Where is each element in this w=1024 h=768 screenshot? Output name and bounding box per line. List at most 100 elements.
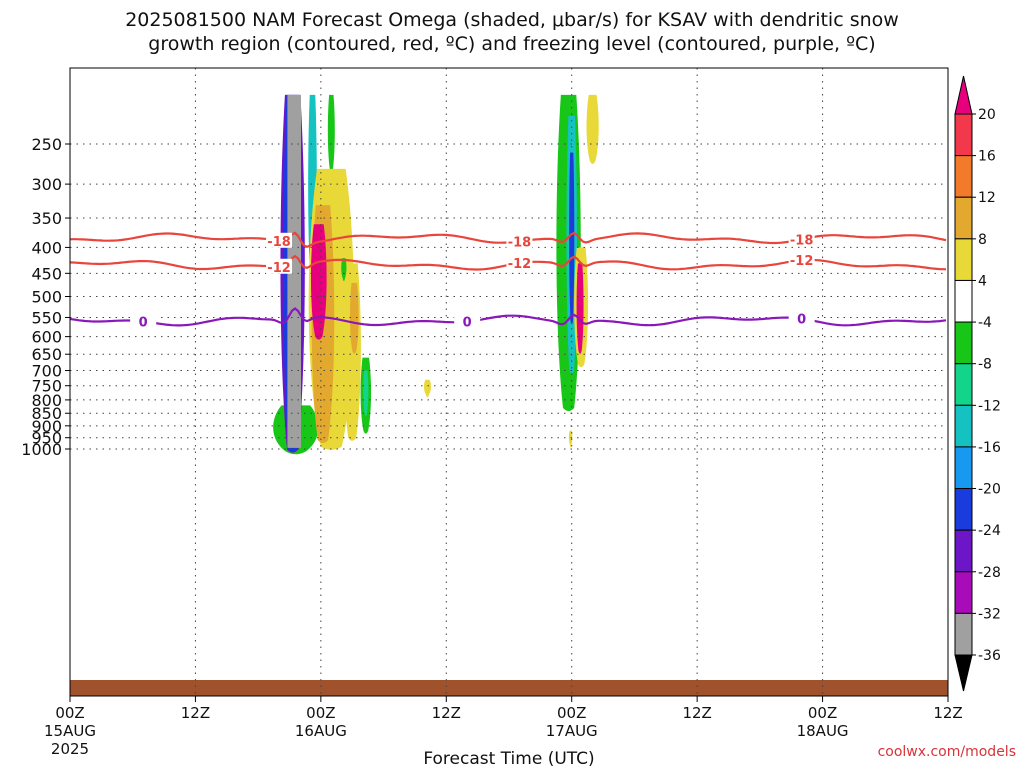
y-tick-label-600: 600	[31, 328, 62, 347]
y-tick-label-800: 800	[31, 391, 62, 410]
y-tick-label-400: 400	[31, 238, 62, 257]
contour-label--12-2: -12	[790, 254, 814, 269]
omega-cell-yellow-tiny	[568, 430, 573, 448]
contour-label-bg--18-1	[506, 233, 533, 249]
y-tick-label-700: 700	[31, 362, 62, 381]
terrain-bar	[70, 680, 948, 696]
colorbar-segment-11	[954, 529, 973, 573]
colorbar-label-6: -8	[978, 357, 992, 373]
plot-frame	[69, 67, 949, 697]
colorbar-segment-8	[954, 404, 973, 448]
colorbar-top-triangle	[954, 75, 973, 115]
x-tick-label-3: 12Z	[432, 704, 461, 722]
colorbar-label-3: 8	[978, 232, 987, 248]
contour-label-0-2: 0	[797, 313, 806, 328]
x-axis-title: Forecast Time (UTC)	[423, 749, 594, 768]
x-tick-date-2: 16AUG	[295, 722, 347, 740]
contour-label--18-0: -18	[267, 235, 291, 250]
contour-label-0-0: 0	[139, 315, 148, 330]
x-tick-date-0: 15AUG	[44, 722, 96, 740]
y-tick-label-650: 650	[31, 345, 62, 364]
contour-label-bg--18-2	[788, 231, 815, 247]
colorbar-segment-9	[954, 446, 973, 490]
contour-label--12-1: -12	[508, 257, 532, 272]
x-tick-label-6: 00Z	[808, 704, 837, 722]
contour-label--18-1: -18	[508, 235, 532, 250]
colorbar-label-1: 16	[978, 149, 996, 165]
omega-shading	[273, 94, 599, 455]
omega-cell-magenta-downward	[310, 224, 327, 340]
x-tick-label-0: 00Z	[55, 704, 84, 722]
contour-label-bg-0-2	[788, 310, 815, 326]
colorbar-label-2: 12	[978, 190, 996, 206]
colorbar-label-0: 20	[978, 107, 996, 123]
chart-title: 2025081500 NAM Forecast Omega (shaded, μ…	[0, 8, 1024, 56]
contour-label--18-2: -18	[790, 233, 814, 248]
colorbar-bottom-triangle	[954, 654, 973, 692]
contour-label-0-1: 0	[463, 316, 472, 331]
contour-label-bg--18-0	[266, 232, 293, 248]
colorbar-label-9: -20	[978, 482, 1001, 498]
omega-cell-gold-lower	[349, 282, 359, 354]
colorbar-label-5: -4	[978, 315, 992, 331]
y-tick-label-350: 350	[31, 209, 62, 228]
y-axis: 2503003504004505005506006507007508008509…	[21, 135, 70, 459]
contour-label-bg--12-1	[506, 254, 533, 270]
colorbar-segment-10	[954, 488, 973, 531]
colorbar-segment-4	[954, 238, 973, 281]
y-tick-label-900: 900	[31, 417, 62, 436]
omega-cell-purple-second	[569, 152, 575, 325]
y-tick-label-750: 750	[31, 377, 62, 396]
x-tick-label-4: 00Z	[557, 704, 586, 722]
colorbar-segment-5	[954, 279, 973, 323]
x-tick-label-5: 12Z	[682, 704, 711, 722]
colorbar-label-10: -24	[978, 523, 1001, 539]
colorbar-segment-6	[954, 321, 973, 365]
colorbar-label-8: -16	[978, 440, 1001, 456]
contours: -18 -18 -18 -12 -12 -12 0 0 0	[69, 231, 947, 331]
x-tick-label-1: 12Z	[181, 704, 210, 722]
colorbar: 20 16 12 8 4 -4 -8 -12 -16 -20 -24 -28 -32 -36	[954, 75, 1001, 692]
omega-cell-green-upper	[327, 94, 335, 172]
x-tick-date-4: 17AUG	[546, 722, 598, 740]
colorbar-segment-1	[954, 113, 973, 157]
colorbar-segment-7	[954, 363, 973, 406]
y-tick-label-950: 950	[31, 429, 62, 448]
contour-label--12-0: -12	[267, 261, 291, 276]
x-tick-label-2: 00Z	[306, 704, 335, 722]
y-tick-label-300: 300	[31, 175, 62, 194]
contour-label-bg--12-2	[788, 252, 815, 268]
x-tick-label-7: 12Z	[933, 704, 962, 722]
omega-cell-teal-lower	[363, 370, 369, 417]
contour-label-bg-0-1	[454, 313, 481, 329]
omega-cell-yellow-small	[423, 379, 431, 398]
colorbar-segment-2	[954, 155, 973, 198]
colorbar-segment-12	[954, 571, 973, 614]
y-tick-label-500: 500	[31, 288, 62, 307]
y-tick-label-1000: 1000	[21, 440, 62, 459]
grid	[70, 68, 948, 696]
omega-core-black	[287, 94, 301, 448]
colorbar-label-7: -12	[978, 398, 1001, 414]
x-tick-year-0: 2025	[51, 740, 89, 758]
y-tick-label-850: 850	[31, 404, 62, 423]
title-line-2: growth region (contoured, red, ºC) and f…	[148, 33, 876, 55]
y-tick-label-450: 450	[31, 264, 62, 283]
y-tick-label-250: 250	[31, 135, 62, 154]
contour-label-bg-0-0	[130, 313, 157, 329]
omega-cell-magenta-second	[576, 263, 584, 354]
x-tick-date-6: 18AUG	[797, 722, 849, 740]
y-tick-label-550: 550	[31, 308, 62, 327]
colorbar-label-4: 4	[978, 273, 987, 289]
colorbar-segment-3	[954, 196, 973, 240]
omega-cell-yellow-upper-second	[586, 94, 599, 164]
title-line-1: 2025081500 NAM Forecast Omega (shaded, μ…	[125, 9, 899, 31]
omega-cell-green-small	[341, 258, 347, 282]
contour-label-bg--12-0	[266, 258, 293, 274]
site-credit: coolwx.com/models	[877, 744, 1016, 760]
colorbar-segment-13	[954, 612, 973, 656]
colorbar-label-13: -36	[978, 648, 1001, 664]
colorbar-label-11: -28	[978, 565, 1001, 581]
